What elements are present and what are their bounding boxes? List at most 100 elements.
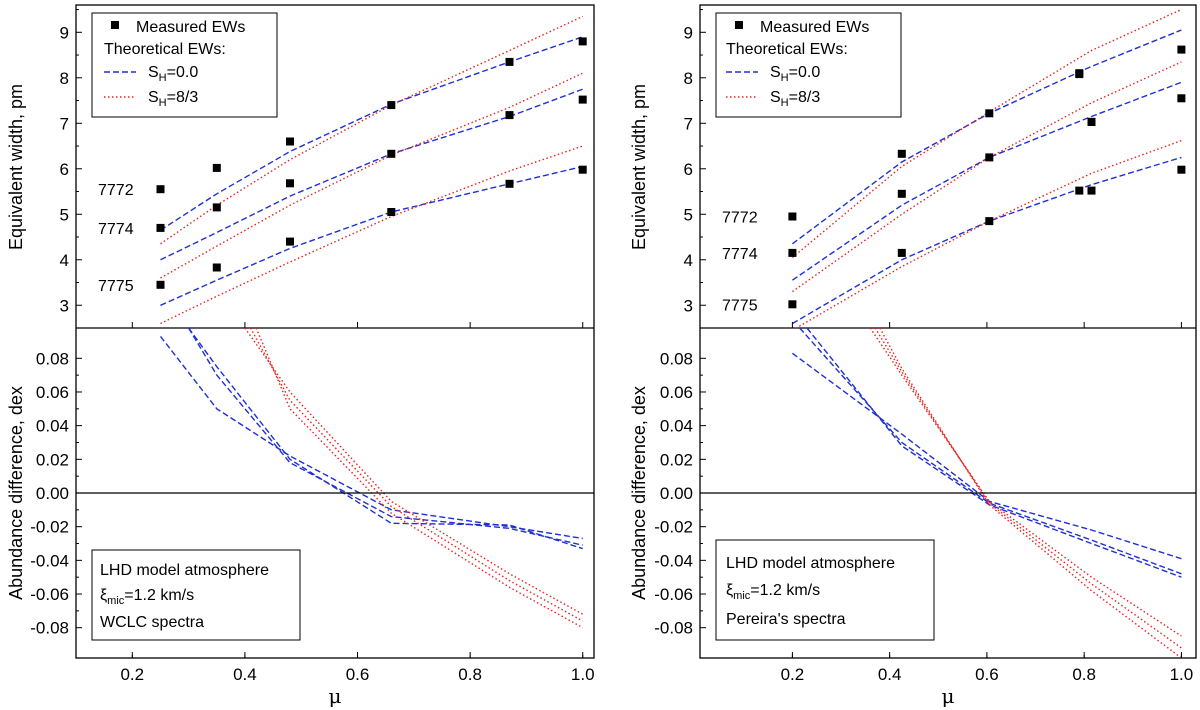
right-bottom-ytick-label: 0.00 (660, 484, 693, 503)
left-bottom-ytick-label: 0.04 (36, 417, 69, 436)
left-top-series-7774-sh-8-3 (160, 72, 583, 279)
left-info-microturbulence: ξmic=1.2 km/s (100, 587, 194, 607)
left-legend-sh83: SH=8/3 (148, 89, 198, 109)
left-legend-sh0: SH=0.0 (148, 64, 198, 84)
right-bottom-series-layer (700, 328, 1196, 658)
left-measured-point-7775 (286, 237, 294, 246)
right-measured-point-7774 (1177, 94, 1186, 103)
right-measured-point-7772 (985, 109, 994, 118)
right-top-series-7775-sh-0-0 (792, 156, 1182, 325)
left-top-series-7774-sh-0-0 (160, 88, 583, 261)
left-info-frame (91, 549, 301, 641)
right-top-ytick-label: 6 (684, 160, 693, 179)
right-legend-measured: Measured EWs (760, 19, 869, 36)
left-measured-point-7772 (387, 101, 396, 110)
left-top-ytick-label: 5 (60, 205, 69, 224)
right-measured-point-7774 (897, 189, 906, 198)
left-bottom-ytick-label: 0.02 (36, 450, 69, 469)
left-bottom-ytick-label: -0.04 (30, 551, 69, 570)
left-measured-point-7772 (212, 163, 221, 172)
left-top-ylabel: Equivalent width, pm (6, 84, 26, 250)
left-bottom-series-7775-sh-0-0 (188, 328, 583, 550)
left-plot-frame (75, 4, 595, 659)
left-panel: 3 4 5 6 7 8 9 -0.08 -0.06 -0.04 -0.02 0.00 0.02 0.04 0… (6, 4, 595, 708)
right-measured-point-7775 (985, 217, 994, 226)
left-bottom-ylabel: Abundance difference, dex (6, 386, 26, 600)
right-line-label-7772: 7772 (722, 210, 758, 227)
right-measured-point-7772 (788, 212, 797, 221)
left-bottom-series-layer (76, 328, 594, 629)
left-top-ytick-label: 6 (60, 160, 69, 179)
left-top-ytick-label: 4 (60, 251, 69, 270)
left-legend-box (91, 12, 278, 118)
right-xtick-label: 0.2 (781, 665, 805, 684)
left-xtick-label: 1.0 (571, 665, 595, 684)
left-xtick-label: 0.8 (458, 665, 482, 684)
left-ticks-layer: 3 4 5 6 7 8 9 -0.08 -0.06 -0.04 -0.02 0.00 0.02 0.04 0… (30, 9, 595, 684)
right-measured-point-7772 (1177, 45, 1186, 54)
left-measured-point-7772 (286, 137, 294, 146)
right-top-ytick-label: 8 (684, 69, 693, 88)
right-measured-point-7775 (1087, 186, 1096, 195)
right-info-frame (715, 539, 935, 641)
left-line-label-7774: 7774 (98, 221, 134, 238)
right-plot-frame (699, 4, 1197, 659)
left-measured-point-7774 (286, 179, 294, 188)
right-bottom-ytick-label: -0.08 (654, 619, 693, 638)
left-xlabel: μ (329, 684, 342, 708)
right-bottom-ytick-label: 0.06 (660, 383, 693, 402)
left-xtick-label: 0.6 (346, 665, 370, 684)
left-line-label-7772: 7772 (98, 182, 134, 199)
left-top-ytick-label: 7 (60, 114, 69, 133)
left-top-ytick-label: 8 (60, 69, 69, 88)
left-measured-point-7772 (156, 185, 165, 194)
right-info-spectra: Pereira's spectra (726, 611, 846, 628)
right-bottom-series-7774-sh-8-3 (874, 328, 1182, 649)
left-top-series-7775-sh-0-0 (160, 165, 583, 306)
left-measured-point-7775 (387, 208, 396, 216)
right-legend: Measured EWs Theoretical EWs: SH=0.0 SH=… (715, 12, 902, 118)
right-ticks-layer: 3 4 5 6 7 8 9 -0.08 -0.06 -0.04 -0.02 0.00 0.02 0.04 0… (654, 9, 1194, 684)
left-measured-point-7774 (578, 95, 587, 104)
right-top-ytick-label: 5 (684, 205, 693, 224)
left-measured-point-7775 (578, 165, 587, 174)
left-legend-measured: Measured EWs (136, 19, 245, 36)
right-bottom-ytick-label: 0.08 (660, 349, 693, 368)
left-measured-point-7774 (505, 111, 514, 120)
right-bottom-series-7774-sh-0-0 (799, 328, 1182, 575)
right-xtick-label: 1.0 (1170, 665, 1194, 684)
left-top-ytick-label: 9 (60, 23, 69, 42)
left-info-atmosphere: LHD model atmosphere (100, 562, 269, 579)
right-measured-point-7775 (1177, 165, 1186, 174)
left-top-ytick-label: 3 (60, 296, 69, 315)
left-bottom-series-7772-sh-0-0 (159, 335, 583, 540)
left-top-series-layer (156, 15, 587, 325)
right-panel: 3 4 5 6 7 8 9 -0.08 -0.06 -0.04 -0.02 0.00 0.02 0.04 0… (629, 4, 1197, 708)
left-legend-theoretical: Theoretical EWs: (104, 41, 226, 58)
right-top-series-7774-sh-8-3 (791, 61, 1182, 293)
right-line-label-7774: 7774 (722, 246, 758, 263)
right-measured-point-7775 (788, 300, 797, 309)
left-info-spectra: WCLC spectra (100, 614, 204, 631)
left-info-box: LHD model atmosphere ξmic=1.2 km/s WCLC … (91, 549, 301, 641)
right-bottom-ytick-label: -0.04 (654, 551, 693, 570)
right-top-ytick-label: 3 (684, 296, 693, 315)
right-top-series-7774-sh-0-0 (792, 81, 1182, 281)
left-measured-point-7774 (387, 149, 396, 158)
right-bottom-series-7772-sh-0-0 (791, 352, 1182, 560)
left-bottom-ytick-label: -0.02 (30, 518, 69, 537)
right-bottom-ytick-label: 0.04 (660, 417, 693, 436)
left-bottom-ytick-label: -0.06 (30, 585, 69, 604)
right-bottom-ylabel: Abundance difference, dex (629, 386, 649, 600)
left-line-label-7775: 7775 (98, 278, 134, 295)
left-top-series-7775-sh-8-3 (160, 145, 583, 325)
right-info-box: LHD model atmosphere ξmic=1.2 km/s Perei… (715, 539, 935, 641)
left-bottom-series-7775-sh-8-3 (255, 328, 584, 629)
right-legend-sh0: SH=0.0 (770, 64, 820, 84)
left-measured-point-7774 (156, 223, 165, 232)
left-measured-point-7774 (212, 203, 221, 212)
left-top-series-7772-sh-8-3 (160, 15, 583, 245)
left-xtick-label: 0.4 (233, 665, 257, 684)
right-bottom-series-7772-sh-8-3 (869, 328, 1182, 637)
